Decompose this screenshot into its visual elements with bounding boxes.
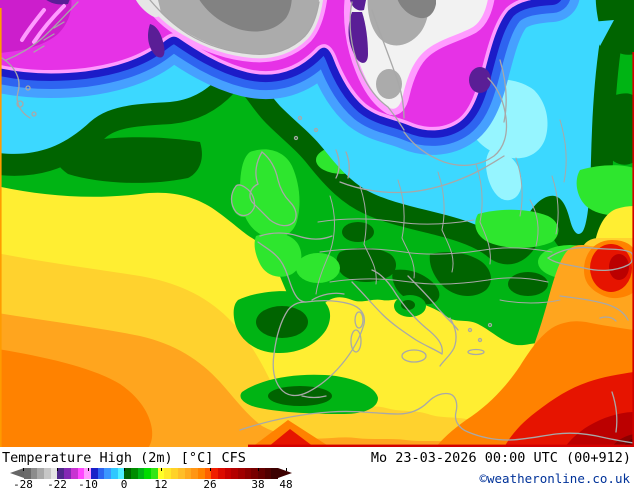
legend-tick-mark xyxy=(286,468,287,471)
legend-tick-mark xyxy=(258,468,259,471)
orange-hot-region xyxy=(0,245,634,447)
legend-bar xyxy=(10,468,292,479)
uk-warm-patch xyxy=(240,149,300,239)
map-bottom-edge-line xyxy=(248,444,634,447)
legend-tick-label: -10 xyxy=(78,478,98,490)
legend-tick-label: 48 xyxy=(279,478,293,490)
legend-tick-mark xyxy=(124,468,125,471)
legend-tick-mark xyxy=(210,468,211,471)
legend-tick-label: 26 xyxy=(203,478,217,490)
coastlines-borders xyxy=(1,0,634,444)
map-footer: Temperature High (2m) [°C] CFS Mo 23-03-… xyxy=(0,447,634,490)
legend-segments xyxy=(24,468,279,479)
legend-arrow-left xyxy=(10,468,24,478)
map-right-edge-line xyxy=(632,52,634,447)
alps-cold-patch xyxy=(336,247,396,282)
carpathians-cold-patch xyxy=(429,252,491,296)
legend-tick-mark xyxy=(88,468,89,471)
legend-tick-label: -28 xyxy=(13,478,33,490)
legend-tick-label: -22 xyxy=(47,478,67,490)
legend-tick-mark xyxy=(23,468,24,471)
legend-tick-label: 38 xyxy=(251,478,265,490)
legend-tick-label: 0 xyxy=(120,478,128,490)
legend-tick-mark xyxy=(57,468,58,471)
legend-tick-mark xyxy=(161,468,162,471)
legend-colorbar: -28 -22 -10 0 12 26 38 48 xyxy=(10,468,293,490)
temperature-map-svg xyxy=(0,0,634,447)
legend-tick-label: 12 xyxy=(154,478,168,490)
map-left-edge-line xyxy=(0,8,2,447)
map-title: Temperature High (2m) [°C] CFS xyxy=(2,450,246,466)
map-datetime: Mo 23-03-2026 00:00 UTC (00+912) xyxy=(370,450,631,466)
copyright-text: ©weatheronline.co.uk xyxy=(479,471,630,486)
temperature-map xyxy=(0,0,634,447)
legend-arrow-right xyxy=(278,468,292,478)
